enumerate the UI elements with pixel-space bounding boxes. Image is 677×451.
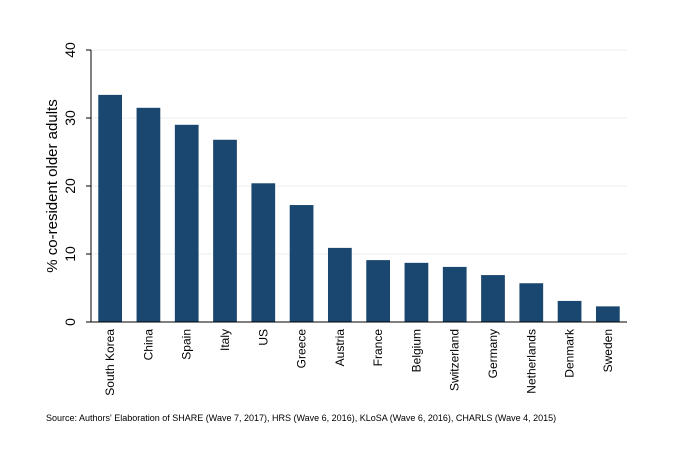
source-note: Source: Authors' Elaboration of SHARE (W… (46, 413, 557, 423)
x-tick-label: Sweden (601, 329, 615, 372)
x-tick-label: Greece (295, 329, 309, 369)
bar (481, 275, 505, 322)
x-tick-label: Switzerland (448, 329, 462, 391)
y-tick-label: 0 (62, 318, 78, 326)
x-tick-label: Austria (333, 329, 347, 367)
bar (174, 124, 199, 322)
axes: 0 10 20 30 40 South Korea China Spain Italy US Gre… (62, 42, 627, 396)
x-tick-label: Netherlands (524, 329, 538, 394)
x-tick-label: France (371, 329, 385, 367)
y-tick-label: 40 (62, 42, 78, 58)
gridlines (91, 49, 627, 255)
x-tick-label: US (256, 329, 270, 346)
bar (289, 205, 314, 322)
bar (98, 94, 123, 322)
x-tick-label: South Korea (103, 329, 117, 396)
bar (327, 247, 352, 322)
bar (595, 306, 620, 322)
bar (213, 139, 237, 322)
bar (366, 260, 391, 322)
y-tick-label: 30 (62, 110, 78, 126)
bar (519, 283, 544, 322)
x-tick-label: Spain (180, 329, 194, 360)
y-tick-label: 20 (62, 178, 78, 194)
bar (557, 300, 582, 322)
bar (136, 107, 161, 322)
x-tick-label: Belgium (409, 329, 423, 372)
y-axis-title: % co-resident older adults (44, 99, 61, 272)
bar (251, 183, 276, 322)
y-tick-label: 10 (62, 246, 78, 262)
x-tick-label: China (141, 329, 155, 361)
bar (404, 262, 429, 322)
x-tick-label: Germany (486, 329, 500, 378)
bars (98, 94, 620, 322)
x-tick-label: Denmark (563, 328, 577, 378)
bar (442, 266, 467, 322)
x-tick-label: Italy (218, 329, 232, 351)
